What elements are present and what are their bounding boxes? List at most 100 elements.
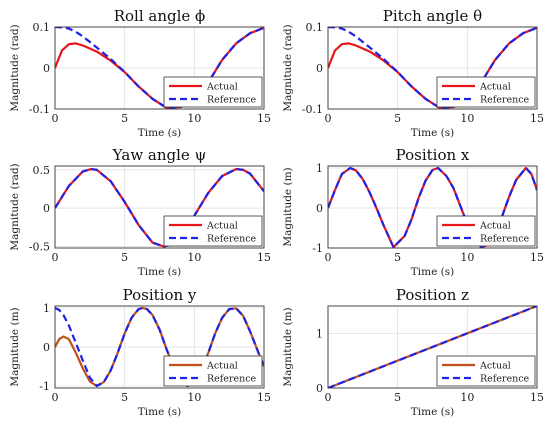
legend-box (436, 76, 536, 108)
legend-box (436, 355, 536, 387)
y-tick-label: 1 (316, 162, 323, 175)
y-tick-label: 1 (316, 327, 323, 340)
x-axis-label: Time (s) (411, 266, 454, 278)
x-tick-label: 5 (121, 112, 128, 125)
chart-panel-6: 0 5 10 15 0 1 Position z Time (s) Magnitude (m) A… (282, 286, 544, 418)
x-tick-label: 0 (52, 391, 59, 404)
legend: Actual Reference (436, 355, 536, 387)
legend: Actual Reference (163, 76, 263, 108)
chart-title: Position x (396, 146, 470, 164)
series-group (328, 27, 537, 109)
x-tick-label: 15 (530, 251, 544, 264)
legend-label-reference: Reference (207, 374, 257, 385)
x-tick-label: 5 (394, 251, 401, 264)
y-tick-label: 0 (316, 382, 323, 395)
legend-box (436, 215, 536, 247)
y-axis-label: Magnitude (m) (9, 307, 21, 386)
x-tick-label: 15 (530, 391, 544, 404)
legend: Actual Reference (436, 76, 536, 108)
axes-frame (327, 305, 538, 389)
y-axis-label: Magnitude (rad) (9, 24, 21, 111)
y-tick-label: 0.1 (306, 21, 324, 34)
x-tick-label: 10 (460, 251, 474, 264)
chart-title: Roll angle ϕ (114, 7, 206, 25)
legend: Actual Reference (163, 215, 263, 247)
series-line-reference (328, 306, 537, 388)
legend-label-reference: Reference (207, 234, 257, 245)
y-tick-label: 1 (43, 302, 50, 315)
x-axis-label: Time (s) (138, 127, 181, 139)
legend: Actual Reference (163, 355, 263, 387)
x-axis-label: Time (s) (411, 406, 454, 418)
legend-box (163, 76, 263, 108)
chart-title: Position y (123, 286, 197, 304)
x-axis-label: Time (s) (138, 406, 181, 418)
y-tick-label: -0.1 (302, 103, 323, 116)
y-tick-label: 0 (316, 62, 323, 75)
y-tick-label: 0.1 (33, 21, 51, 34)
x-tick-label: 5 (121, 391, 128, 404)
legend-label-reference: Reference (480, 374, 530, 385)
legend-label-actual: Actual (206, 221, 238, 232)
legend-label-reference: Reference (207, 95, 257, 106)
series-line-reference (55, 306, 264, 388)
series-group (328, 166, 537, 248)
y-axis-label: Magnitude (rad) (9, 163, 21, 250)
y-tick-label: -0.5 (29, 240, 50, 253)
series-group (55, 27, 264, 109)
axes-frame (327, 165, 538, 249)
x-tick-label: 0 (325, 112, 332, 125)
series-line-reference (55, 27, 264, 109)
x-axis-label: Time (s) (411, 127, 454, 139)
chart-title: Position z (396, 286, 469, 304)
legend-box (163, 215, 263, 247)
x-tick-label: 0 (52, 112, 59, 125)
x-axis-label: Time (s) (138, 266, 181, 278)
x-tick-label: 10 (187, 391, 201, 404)
y-tick-label: -0.1 (29, 103, 50, 116)
legend-label-actual: Actual (479, 361, 511, 372)
y-tick-label: 0 (43, 341, 50, 354)
x-tick-label: 10 (460, 112, 474, 125)
chart-title: Pitch angle θ (383, 7, 482, 25)
axes-frame (327, 26, 538, 110)
series-line-actual (55, 168, 264, 248)
x-tick-label: 0 (325, 391, 332, 404)
legend-box (163, 355, 263, 387)
x-tick-label: 10 (187, 251, 201, 264)
series-group (328, 306, 537, 388)
axes-frame (54, 26, 265, 110)
series-group (55, 306, 264, 388)
legend-label-actual: Actual (479, 82, 511, 93)
y-tick-label: 0 (43, 202, 50, 215)
x-tick-label: 5 (121, 251, 128, 264)
series-line-reference (328, 166, 537, 248)
series-group (55, 168, 264, 248)
y-tick-label: 0.5 (33, 164, 51, 177)
legend-label-reference: Reference (480, 95, 530, 106)
x-tick-label: 10 (187, 112, 201, 125)
legend-label-actual: Actual (206, 361, 238, 372)
legend: Actual Reference (436, 215, 536, 247)
y-axis-label: Magnitude (m) (282, 307, 294, 386)
series-line-reference (328, 27, 537, 109)
y-axis-label: Magnitude (m) (282, 167, 294, 246)
x-tick-label: 5 (394, 391, 401, 404)
x-tick-label: 15 (530, 112, 544, 125)
x-tick-label: 15 (257, 251, 271, 264)
axes-frame (54, 305, 265, 389)
y-tick-label: 0 (43, 62, 50, 75)
y-axis-label: Magnitude (rad) (282, 24, 294, 111)
axes-frame (54, 165, 265, 249)
series-line-actual (55, 306, 264, 388)
y-tick-label: 0 (316, 202, 323, 215)
x-tick-label: 15 (257, 112, 271, 125)
x-tick-label: 0 (52, 251, 59, 264)
legend-label-reference: Reference (480, 234, 530, 245)
